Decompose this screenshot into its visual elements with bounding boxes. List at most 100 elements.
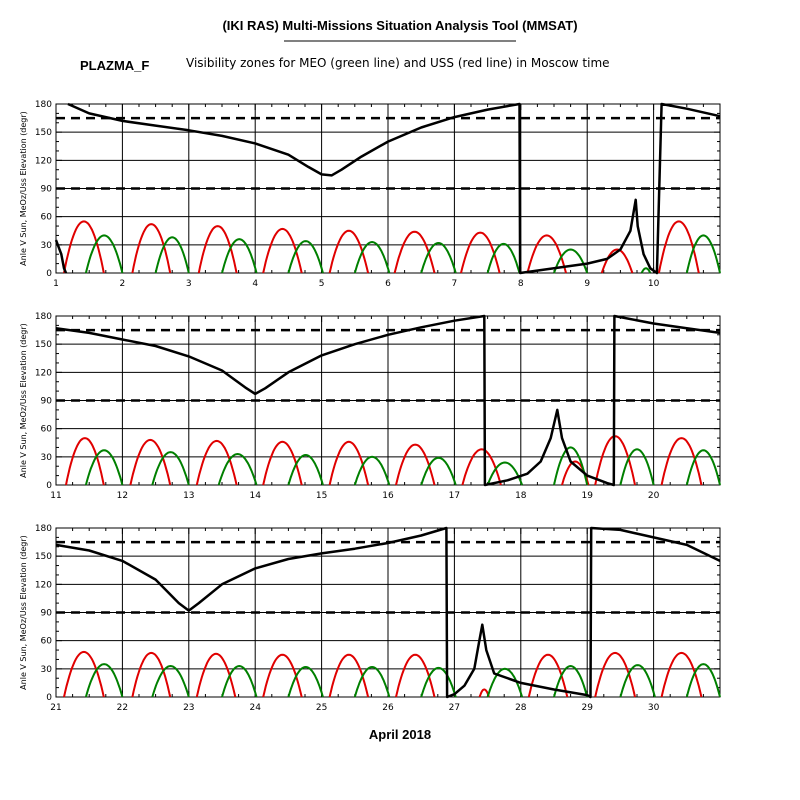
y-tick-label: 30 — [41, 453, 53, 463]
uss-pass — [657, 220, 700, 274]
uss-pass — [660, 651, 703, 698]
uss-pass — [262, 653, 303, 698]
y-tick-label: 180 — [35, 524, 52, 534]
x-tick-label: 22 — [117, 703, 128, 713]
uss-pass — [527, 653, 569, 698]
meo-pass — [353, 240, 391, 274]
x-tick-label: 2 — [120, 279, 126, 289]
meo-pass — [486, 461, 524, 486]
x-tick-label: 21 — [50, 703, 61, 713]
uss-pass — [195, 652, 237, 698]
x-tick-label: 5 — [319, 279, 325, 289]
meo-pass — [287, 665, 324, 698]
meo-pass — [221, 238, 258, 274]
meo-pass — [685, 234, 721, 274]
uss-pass — [63, 650, 105, 698]
meo-pass — [420, 456, 457, 486]
meo-pass — [287, 240, 324, 274]
y-tick-label: 0 — [46, 269, 52, 279]
meo-pass — [619, 448, 655, 486]
y-tick-label: 60 — [41, 213, 53, 223]
chart-title: (IKI RAS) Multi-Missions Situation Analy… — [222, 18, 577, 33]
uss-pass — [328, 229, 370, 274]
x-tick-label: 8 — [518, 279, 524, 289]
meo-pass — [353, 455, 391, 486]
meo-pass — [84, 449, 124, 486]
y-tick-label: 150 — [35, 128, 52, 138]
x-tick-label: 17 — [449, 491, 460, 501]
panel-3: 21 22 23 24 25 26 27 28 29 30 0 30 60 90 120 150 180 Anle… — [19, 524, 721, 713]
meo-pass — [84, 663, 124, 698]
uss-pass — [197, 225, 238, 274]
y-tick-label: 0 — [46, 481, 52, 491]
uss-pass — [195, 439, 238, 486]
y-tick-label: 0 — [46, 693, 52, 703]
meo-pass — [84, 234, 124, 274]
uss-pass — [262, 440, 303, 486]
mission-name: PLAZMA_F — [80, 58, 149, 73]
y-tick-label: 90 — [41, 609, 53, 619]
uss-pass — [129, 438, 172, 486]
x-tick-label: 1 — [53, 279, 59, 289]
uss-pass — [395, 443, 436, 486]
panel-2: 11 12 13 14 15 16 17 18 19 20 0 30 60 90 120 150 180 Anle… — [19, 312, 721, 501]
y-tick-label: 150 — [35, 340, 52, 350]
y-tick-label: 90 — [41, 397, 53, 407]
x-tick-label: 15 — [316, 491, 327, 501]
x-tick-label: 28 — [515, 703, 527, 713]
x-tick-label: 20 — [648, 491, 660, 501]
x-tick-label: 11 — [50, 491, 61, 501]
meo-pass — [640, 267, 652, 274]
x-tick-label: 10 — [648, 279, 660, 289]
uss-pass — [461, 448, 502, 486]
uss-pass — [460, 231, 501, 274]
uss-pass — [328, 653, 370, 698]
y-tick-label: 150 — [35, 552, 52, 562]
x-tick-label: 26 — [382, 703, 394, 713]
meo-pass — [553, 248, 589, 274]
chart-subtitle: Visibility zones for MEO (green line) an… — [186, 56, 610, 70]
x-tick-label: 4 — [252, 279, 258, 289]
x-tick-label: 14 — [249, 491, 261, 501]
y-axis-label: Anle V Sun, MeOz/Uss Elevation (degr) — [19, 535, 28, 690]
meo-pass — [353, 665, 391, 698]
y-tick-label: 120 — [35, 368, 52, 378]
meo-pass — [685, 449, 721, 486]
uss-pass — [660, 437, 703, 486]
sun-angle-line — [55, 314, 721, 487]
meo-pass — [151, 664, 190, 698]
y-tick-label: 60 — [41, 637, 53, 647]
meo-pass — [553, 664, 589, 698]
uss-pass — [395, 653, 436, 698]
sun-angle-line-start — [54, 239, 68, 274]
y-tick-label: 120 — [35, 580, 52, 590]
meo-pass — [553, 446, 589, 486]
uss-pass — [65, 437, 105, 486]
y-tick-label: 90 — [41, 185, 53, 195]
x-tick-label: 16 — [382, 491, 394, 501]
y-tick-label: 120 — [35, 156, 52, 166]
uss-pass — [131, 651, 172, 698]
x-tick-label: 30 — [648, 703, 660, 713]
x-tick-label: 3 — [186, 279, 192, 289]
x-tick-label: 24 — [249, 703, 261, 713]
x-tick-label: 7 — [452, 279, 458, 289]
meo-pass — [420, 666, 457, 698]
meo-pass — [217, 452, 258, 486]
y-tick-label: 60 — [41, 425, 53, 435]
x-tick-label: 6 — [385, 279, 391, 289]
y-tick-label: 180 — [35, 100, 52, 110]
x-tick-label: 12 — [117, 491, 128, 501]
uss-pass — [478, 688, 490, 698]
x-tick-label: 19 — [581, 491, 593, 501]
uss-pass — [526, 234, 567, 274]
x-tick-label: 25 — [316, 703, 327, 713]
y-axis-label: Anle V Sun, MeOz/Uss Elevation (degr) — [19, 323, 28, 478]
y-tick-label: 180 — [35, 312, 52, 322]
meo-pass — [221, 664, 258, 698]
uss-pass — [393, 230, 436, 274]
meo-pass — [420, 241, 457, 274]
x-tick-label: 29 — [581, 703, 593, 713]
sun-angle-line — [55, 526, 721, 699]
